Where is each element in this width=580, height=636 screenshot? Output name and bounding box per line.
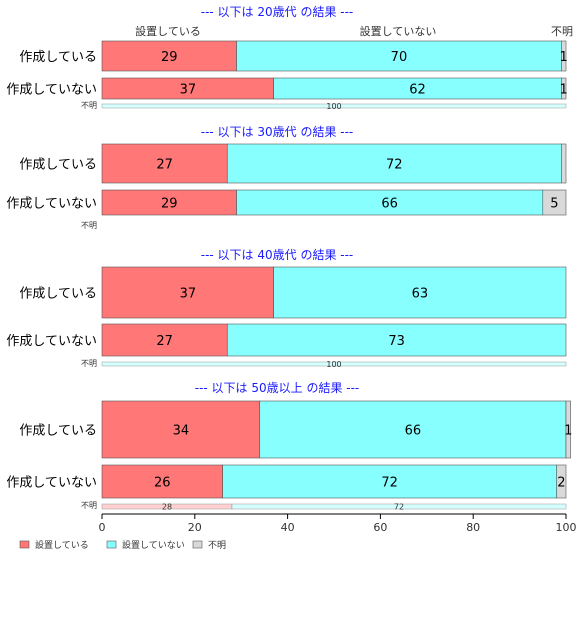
row-label: 作成していない xyxy=(6,476,97,491)
x-tick-label: 60 xyxy=(373,521,387,534)
row-label: 作成している xyxy=(19,287,97,302)
data-label: 5 xyxy=(550,197,558,212)
bar-segment xyxy=(101,464,223,499)
data-label: 29 xyxy=(161,197,178,212)
data-label: 37 xyxy=(180,287,197,302)
legend-swatch xyxy=(106,540,117,549)
bar-segment xyxy=(542,189,567,216)
data-label: 1 xyxy=(564,424,572,439)
data-label: 34 xyxy=(173,424,190,439)
bar-segment xyxy=(556,464,567,499)
bar-segment xyxy=(236,189,544,216)
data-label: 37 xyxy=(180,83,197,98)
bar-segment xyxy=(226,323,567,357)
bar-segment-unknown xyxy=(101,103,567,109)
legend-swatch xyxy=(19,540,30,549)
row-label: 作成していない xyxy=(6,334,97,349)
data-label: 2 xyxy=(557,476,565,491)
data-label: 72 xyxy=(381,476,398,491)
group-title: --- 以下は 30歳代 の結果 --- xyxy=(201,125,354,139)
data-label: 72 xyxy=(386,158,403,173)
bar-segment xyxy=(101,323,228,357)
data-label: 73 xyxy=(388,334,405,349)
bar-segment xyxy=(222,464,558,499)
row-label: 作成している xyxy=(19,50,97,65)
group-title: --- 以下は 40歳代 の結果 --- xyxy=(201,248,354,262)
data-label: 27 xyxy=(156,334,173,349)
legend-label: 設置している xyxy=(35,539,89,551)
x-tick-label: 0 xyxy=(99,521,106,534)
group-title: --- 以下は 50歳以上 の結果 --- xyxy=(195,381,360,395)
column-header: 設置している xyxy=(135,24,201,38)
column-header: 不明 xyxy=(551,25,573,38)
row-label-unknown: 不明 xyxy=(81,501,97,510)
x-tick-label: 80 xyxy=(466,521,480,534)
row-label: 作成している xyxy=(19,158,97,173)
bar-segment xyxy=(101,189,237,216)
bar-segment xyxy=(259,400,567,459)
data-label: 27 xyxy=(156,158,173,173)
data-label: 62 xyxy=(409,83,426,98)
bar-segment xyxy=(561,143,567,184)
row-label-unknown: 不明 xyxy=(81,221,97,230)
x-tick-label: 40 xyxy=(281,521,295,534)
row-label-unknown: 不明 xyxy=(81,101,97,110)
bar-segment xyxy=(101,40,237,72)
data-label-unknown: 100 xyxy=(326,102,341,111)
bar-segment xyxy=(101,400,261,459)
bar-segment xyxy=(561,40,567,72)
row-label: 作成している xyxy=(19,424,97,439)
bar-segment xyxy=(273,266,567,319)
legend-label: 不明 xyxy=(208,540,226,551)
row-label-unknown: 不明 xyxy=(81,359,97,368)
data-label: 66 xyxy=(405,424,422,439)
bar-segment-unknown xyxy=(101,361,567,367)
data-label: 1 xyxy=(560,83,568,98)
group-title: --- 以下は 20歳代 の結果 --- xyxy=(201,5,354,19)
bar-segment-unknown xyxy=(231,503,567,510)
bar-segment xyxy=(561,77,567,100)
data-label: 63 xyxy=(412,287,429,302)
data-label-unknown: 100 xyxy=(326,360,341,369)
data-label-unknown: 28 xyxy=(162,503,172,512)
data-label: 1 xyxy=(560,50,568,65)
bar-segment xyxy=(565,400,571,459)
data-label-unknown: 72 xyxy=(394,503,404,512)
x-tick-label: 20 xyxy=(188,521,202,534)
data-label: 66 xyxy=(381,197,398,212)
bar-segment xyxy=(101,266,274,319)
data-label: 29 xyxy=(161,50,178,65)
row-label: 作成していない xyxy=(6,197,97,212)
legend-swatch xyxy=(192,540,203,549)
data-label: 26 xyxy=(154,476,171,491)
bar-segment xyxy=(226,143,562,184)
column-header: 設置していない xyxy=(360,24,437,38)
x-tick-label: 100 xyxy=(556,521,577,534)
bar-segment xyxy=(236,40,562,72)
row-label: 作成していない xyxy=(6,83,97,98)
data-label: 70 xyxy=(391,50,408,65)
legend-label: 設置していない xyxy=(122,539,185,551)
bar-segment xyxy=(101,143,228,184)
